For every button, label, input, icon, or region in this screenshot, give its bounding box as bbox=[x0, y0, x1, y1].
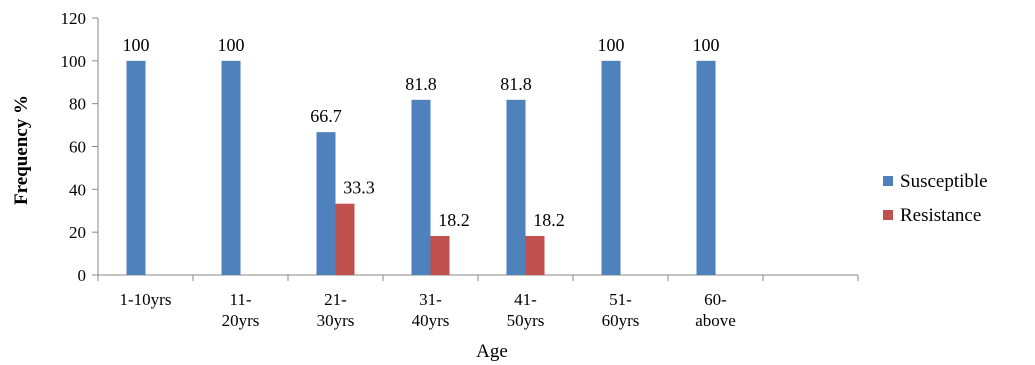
x-tick-label: 31- 40yrs bbox=[412, 290, 450, 330]
legend-swatch-resistance bbox=[883, 210, 893, 220]
y-tick-label: 120 bbox=[61, 9, 87, 28]
bar-susceptible bbox=[601, 60, 621, 276]
y-tick-label: 20 bbox=[69, 223, 86, 242]
bar-susceptible bbox=[126, 60, 146, 276]
bar-susceptible bbox=[696, 60, 716, 276]
data-label: 18.2 bbox=[438, 210, 470, 230]
bar-resistance bbox=[430, 236, 450, 275]
data-label: 18.2 bbox=[533, 210, 565, 230]
x-tick-label: 21- 30yrs bbox=[317, 290, 355, 330]
x-tick-label-line: 50yrs bbox=[507, 311, 545, 330]
y-tick-label: 80 bbox=[69, 95, 86, 114]
data-labels: 100 100 66.7 33.3 81.8 18.2 81.8 18.2 100 100 bbox=[123, 35, 720, 230]
x-tick-label: 1-10yrs bbox=[120, 290, 172, 309]
bar-susceptible bbox=[506, 99, 526, 275]
bar-susceptible bbox=[221, 60, 241, 276]
x-tick-label-line: 60- bbox=[704, 290, 727, 309]
legend-swatch-susceptible bbox=[883, 176, 893, 186]
x-tick-label: 11- 20yrs bbox=[222, 290, 260, 330]
legend: Susceptible Resistance bbox=[883, 171, 988, 226]
x-tick-label: 60- above bbox=[695, 290, 736, 330]
data-label: 81.8 bbox=[405, 74, 437, 94]
bar-resistance bbox=[335, 203, 355, 275]
x-tick-label-line: 21- bbox=[324, 290, 347, 309]
bar-susceptible bbox=[411, 99, 431, 275]
data-label: 100 bbox=[123, 35, 150, 55]
legend-label: Susceptible bbox=[900, 171, 988, 192]
bar-resistance bbox=[525, 236, 545, 275]
y-tick-label: 100 bbox=[61, 52, 87, 71]
x-tick-label: 41- 50yrs bbox=[507, 290, 545, 330]
bar-susceptible bbox=[316, 132, 336, 275]
data-label: 100 bbox=[693, 35, 720, 55]
data-label: 33.3 bbox=[343, 178, 375, 198]
y-tick-label: 0 bbox=[78, 266, 87, 285]
x-tick-label-line: 1-10yrs bbox=[120, 290, 172, 309]
y-axis: 0 20 40 60 80 100 120 bbox=[61, 9, 99, 285]
bars bbox=[126, 60, 716, 276]
x-axis: 1-10yrs 11- 20yrs 21- 30yrs 31- 40yrs 41- 50yrs 5… bbox=[97, 274, 859, 330]
x-tick-label-line: 20yrs bbox=[222, 311, 260, 330]
x-tick-label-line: 41- bbox=[514, 290, 537, 309]
x-tick-label-line: 51- bbox=[609, 290, 632, 309]
data-label: 66.7 bbox=[310, 106, 342, 126]
x-tick-label: 51- 60yrs bbox=[602, 290, 640, 330]
x-axis-title: Age bbox=[476, 341, 508, 362]
x-tick-label-line: 31- bbox=[419, 290, 442, 309]
x-tick-label-line: 30yrs bbox=[317, 311, 355, 330]
y-tick-label: 40 bbox=[69, 180, 86, 199]
x-tick-label-line: 40yrs bbox=[412, 311, 450, 330]
data-label: 81.8 bbox=[500, 74, 532, 94]
x-tick-label-line: 11- bbox=[229, 290, 251, 309]
x-tick-label-line: 60yrs bbox=[602, 311, 640, 330]
data-label: 100 bbox=[598, 35, 625, 55]
y-axis-title: Frequency % bbox=[11, 95, 32, 205]
legend-label: Resistance bbox=[900, 205, 981, 226]
data-label: 100 bbox=[218, 35, 245, 55]
y-tick-label: 60 bbox=[69, 138, 86, 157]
x-tick-label-line: above bbox=[695, 311, 736, 330]
